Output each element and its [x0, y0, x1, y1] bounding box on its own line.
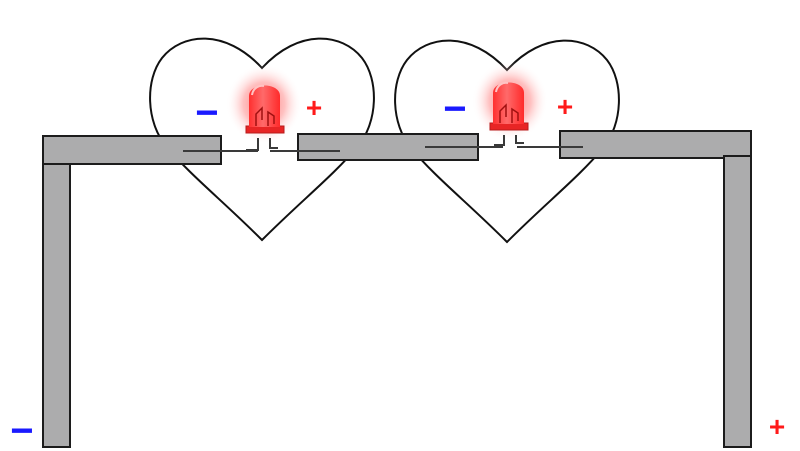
left-vertical-copper-strip: [42, 161, 71, 448]
right-led-icon: [472, 61, 548, 146]
battery-plus-label: +: [769, 411, 785, 442]
battery-minus-label: −: [10, 409, 33, 451]
left-led-minus-label: −: [195, 91, 218, 135]
left-led-plus-label: +: [306, 92, 322, 123]
right-top-copper-strip: [559, 130, 752, 159]
right-led-minus-label: −: [443, 87, 466, 131]
right-vertical-copper-strip: [723, 155, 752, 448]
right-led-plus-label: +: [557, 91, 573, 122]
left-led-icon: [226, 64, 302, 151]
